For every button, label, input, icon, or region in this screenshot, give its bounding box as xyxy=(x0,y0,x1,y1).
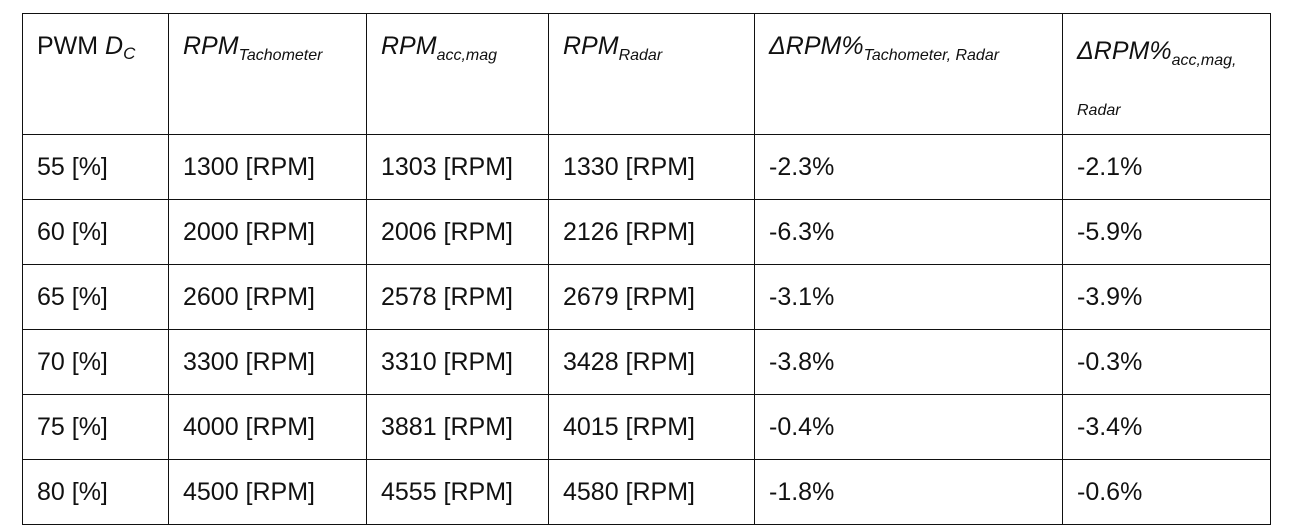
header-rpm-radar-sub: Radar xyxy=(618,47,663,64)
header-pwm-italic: D xyxy=(105,32,124,60)
rpm-comparison-table: PWM DC RPMTachometer RPMacc,mag RPMRadar… xyxy=(22,13,1271,525)
cell-rpm-tachometer: 4500 [RPM] xyxy=(168,459,367,525)
cell-rpm-radar: 2679 [RPM] xyxy=(548,264,755,330)
cell-delta-accmag-radar: -3.9% xyxy=(1062,264,1271,330)
cell-delta-accmag-radar: -5.9% xyxy=(1062,199,1271,265)
header-delta-accmag-radar: ΔRPM%acc,mag, Radar xyxy=(1062,13,1271,135)
table-row: 75 [%] 4000 [RPM] 3881 [RPM] 4015 [RPM] -0.4… xyxy=(22,394,1271,460)
cell-delta-accmag-radar: -0.3% xyxy=(1062,329,1271,395)
cell-delta-tach-radar: -3.8% xyxy=(754,329,1063,395)
table-row: 60 [%] 2000 [RPM] 2006 [RPM] 2126 [RPM] -6.3… xyxy=(22,199,1271,265)
cell-pwm: 75 [%] xyxy=(22,394,169,460)
cell-delta-accmag-radar: -2.1% xyxy=(1062,134,1271,200)
header-pwm-duty-cycle: PWM DC xyxy=(22,13,169,135)
header-rpm-radar-main: RPM xyxy=(563,32,619,60)
table-body: 55 [%] 1300 [RPM] 1303 [RPM] 1330 [RPM] -2.3… xyxy=(22,134,1271,525)
table-row: 70 [%] 3300 [RPM] 3310 [RPM] 3428 [RPM] -3.8… xyxy=(22,329,1271,395)
cell-rpm-tachometer: 4000 [RPM] xyxy=(168,394,367,460)
cell-pwm: 60 [%] xyxy=(22,199,169,265)
cell-delta-tach-radar: -0.4% xyxy=(754,394,1063,460)
cell-delta-tach-radar: -6.3% xyxy=(754,199,1063,265)
cell-pwm: 80 [%] xyxy=(22,459,169,525)
header-rpm-accmag-main: RPM xyxy=(381,32,437,60)
header-rpm-tachometer: RPMTachometer xyxy=(168,13,367,135)
cell-rpm-tachometer: 3300 [RPM] xyxy=(168,329,367,395)
table-row: 65 [%] 2600 [RPM] 2578 [RPM] 2679 [RPM] -3.1… xyxy=(22,264,1271,330)
cell-rpm-radar: 2126 [RPM] xyxy=(548,199,755,265)
header-rpm-tach-sub: Tachometer xyxy=(238,47,323,64)
cell-rpm-radar: 1330 [RPM] xyxy=(548,134,755,200)
header-row: PWM DC RPMTachometer RPMacc,mag RPMRadar… xyxy=(22,13,1271,135)
cell-delta-accmag-radar: -3.4% xyxy=(1062,394,1271,460)
cell-pwm: 65 [%] xyxy=(22,264,169,330)
header-delta-accmag-radar-sub: acc,mag, xyxy=(1171,52,1237,69)
cell-delta-tach-radar: -2.3% xyxy=(754,134,1063,200)
cell-rpm-accmag: 2006 [RPM] xyxy=(366,199,549,265)
header-pwm-main: PWM xyxy=(37,32,106,60)
cell-delta-accmag-radar: -0.6% xyxy=(1062,459,1271,525)
table-row: 55 [%] 1300 [RPM] 1303 [RPM] 1330 [RPM] -2.3… xyxy=(22,134,1271,200)
header-delta-tach-radar-sub: Tachometer, Radar xyxy=(863,47,1000,64)
cell-pwm: 70 [%] xyxy=(22,329,169,395)
header-delta-tach-radar: ΔRPM%Tachometer, Radar xyxy=(754,13,1063,135)
header-delta-accmag-radar-sub2: Radar xyxy=(1077,102,1121,119)
cell-rpm-accmag: 1303 [RPM] xyxy=(366,134,549,200)
cell-rpm-tachometer: 2600 [RPM] xyxy=(168,264,367,330)
cell-delta-tach-radar: -3.1% xyxy=(754,264,1063,330)
cell-rpm-tachometer: 1300 [RPM] xyxy=(168,134,367,200)
cell-rpm-radar: 4580 [RPM] xyxy=(548,459,755,525)
header-pwm-sub: C xyxy=(123,44,136,63)
cell-rpm-accmag: 3310 [RPM] xyxy=(366,329,549,395)
cell-rpm-accmag: 2578 [RPM] xyxy=(366,264,549,330)
cell-rpm-accmag: 3881 [RPM] xyxy=(366,394,549,460)
cell-pwm: 55 [%] xyxy=(22,134,169,200)
table-row: 80 [%] 4500 [RPM] 4555 [RPM] 4580 [RPM] -1.8… xyxy=(22,459,1271,525)
header-rpm-accmag: RPMacc,mag xyxy=(366,13,549,135)
header-delta-accmag-radar-main: ΔRPM% xyxy=(1077,37,1172,65)
header-delta-tach-radar-main: ΔRPM% xyxy=(769,32,864,60)
cell-rpm-radar: 3428 [RPM] xyxy=(548,329,755,395)
header-rpm-radar: RPMRadar xyxy=(548,13,755,135)
cell-delta-tach-radar: -1.8% xyxy=(754,459,1063,525)
header-rpm-accmag-sub: acc,mag xyxy=(436,47,498,64)
cell-rpm-radar: 4015 [RPM] xyxy=(548,394,755,460)
header-rpm-tach-main: RPM xyxy=(183,32,239,60)
cell-rpm-tachometer: 2000 [RPM] xyxy=(168,199,367,265)
cell-rpm-accmag: 4555 [RPM] xyxy=(366,459,549,525)
